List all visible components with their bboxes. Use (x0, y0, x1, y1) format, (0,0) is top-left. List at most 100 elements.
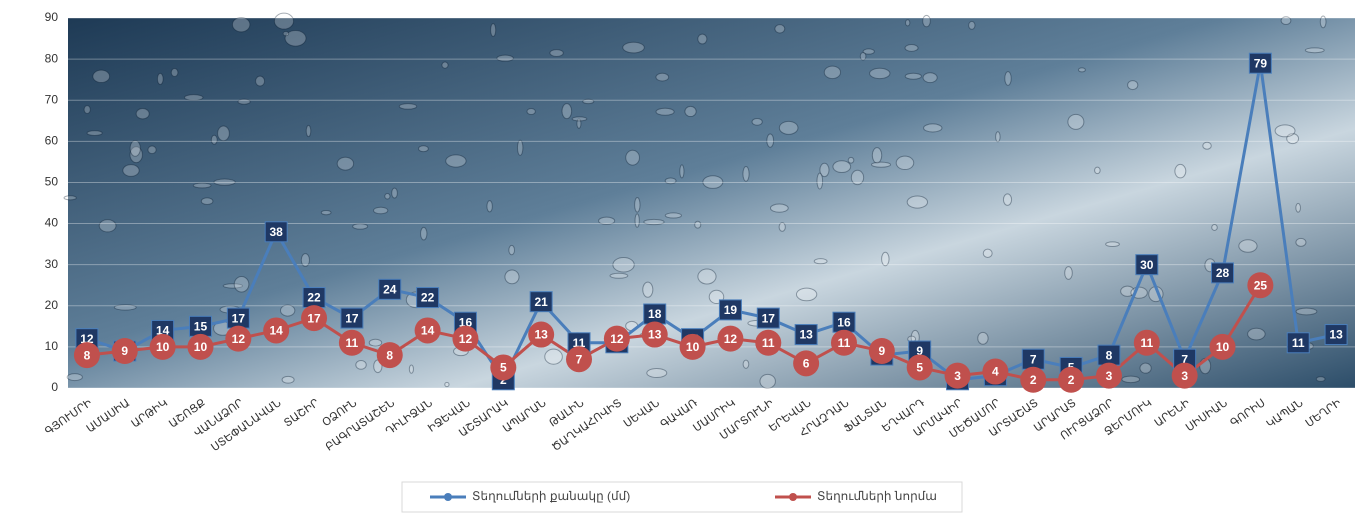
drop (508, 244, 516, 256)
drop (819, 162, 830, 178)
data-marker (338, 329, 365, 356)
data-label: 10 (156, 340, 170, 354)
drop (1286, 133, 1300, 145)
drop (1247, 327, 1266, 341)
drop (982, 248, 993, 258)
drop (355, 359, 367, 370)
drop (1202, 141, 1212, 150)
data-marker (187, 333, 214, 360)
drop (1280, 16, 1292, 26)
drop (655, 72, 670, 82)
drop (1295, 307, 1318, 316)
data-label: 11 (1140, 336, 1153, 350)
data-label: 9 (916, 344, 923, 358)
drop (571, 116, 588, 122)
drop (63, 195, 77, 201)
drop (664, 212, 682, 219)
drop (336, 156, 355, 171)
drop (92, 69, 111, 84)
drop (281, 375, 295, 384)
drop (320, 209, 332, 216)
data-marker (868, 338, 895, 364)
data-label: 3 (1181, 369, 1188, 383)
drop (184, 94, 204, 101)
data-marker (263, 317, 290, 344)
drop (1174, 163, 1187, 179)
drop (766, 133, 775, 148)
drop (634, 213, 640, 228)
drop (697, 33, 708, 45)
data-label: 10 (1216, 340, 1230, 354)
drop (778, 120, 799, 135)
data-label: 19 (724, 303, 738, 317)
y-tick-label: 40 (45, 216, 59, 230)
drop (862, 48, 875, 55)
drop (1315, 376, 1326, 382)
data-label: 14 (270, 324, 284, 338)
drop (1238, 239, 1258, 253)
data-label: 30 (1140, 258, 1154, 272)
data-label: 10 (686, 340, 700, 354)
data-label: 10 (194, 340, 208, 354)
data-label: 12 (724, 332, 738, 346)
data-label: 7 (1181, 352, 1188, 366)
data-label: 38 (270, 225, 284, 239)
y-tick-label: 70 (45, 92, 59, 106)
drop (486, 200, 493, 213)
drop (233, 275, 250, 293)
data-marker (718, 299, 742, 321)
drop (759, 373, 776, 389)
drop (280, 304, 296, 317)
drop (1094, 166, 1101, 175)
drop (170, 68, 179, 77)
data-marker (1211, 262, 1235, 284)
data-label: 3 (954, 369, 961, 383)
drop (576, 118, 582, 129)
data-marker (301, 305, 328, 332)
data-label: 11 (1292, 336, 1305, 350)
data-label: 18 (648, 307, 662, 321)
data-marker (528, 321, 555, 348)
drop (778, 222, 786, 232)
data-marker (1135, 254, 1159, 276)
data-marker (378, 278, 402, 300)
drop (1319, 15, 1327, 29)
drop (373, 206, 389, 215)
data-marker (794, 324, 818, 346)
drop (622, 41, 645, 54)
data-label: 11 (346, 336, 359, 350)
drop (549, 49, 564, 57)
data-marker (1095, 362, 1122, 389)
drop (231, 16, 251, 33)
drop (352, 223, 369, 230)
drop (904, 44, 919, 52)
data-marker (1133, 329, 1160, 356)
drop (795, 287, 818, 302)
drop (135, 108, 150, 120)
drop (384, 193, 391, 200)
drop (679, 164, 685, 179)
drop (129, 146, 143, 164)
drop (904, 72, 922, 80)
drop (646, 367, 668, 378)
data-marker (1247, 272, 1274, 299)
data-marker (793, 350, 820, 377)
drop (995, 131, 1001, 143)
drop (694, 220, 702, 229)
data-marker (264, 221, 288, 243)
data-label: 9 (121, 344, 128, 358)
data-marker (225, 325, 252, 352)
data-label: 11 (762, 336, 775, 350)
data-marker (944, 362, 971, 389)
drop (516, 139, 524, 156)
drop (98, 219, 117, 233)
drop (147, 145, 157, 155)
drop (697, 268, 717, 285)
drop (702, 175, 724, 189)
data-label: 8 (84, 348, 91, 362)
drop (122, 164, 140, 177)
drop (881, 251, 890, 267)
data-label: 2 (1030, 373, 1037, 387)
data-marker (755, 329, 782, 356)
decoration (63, 12, 1327, 389)
